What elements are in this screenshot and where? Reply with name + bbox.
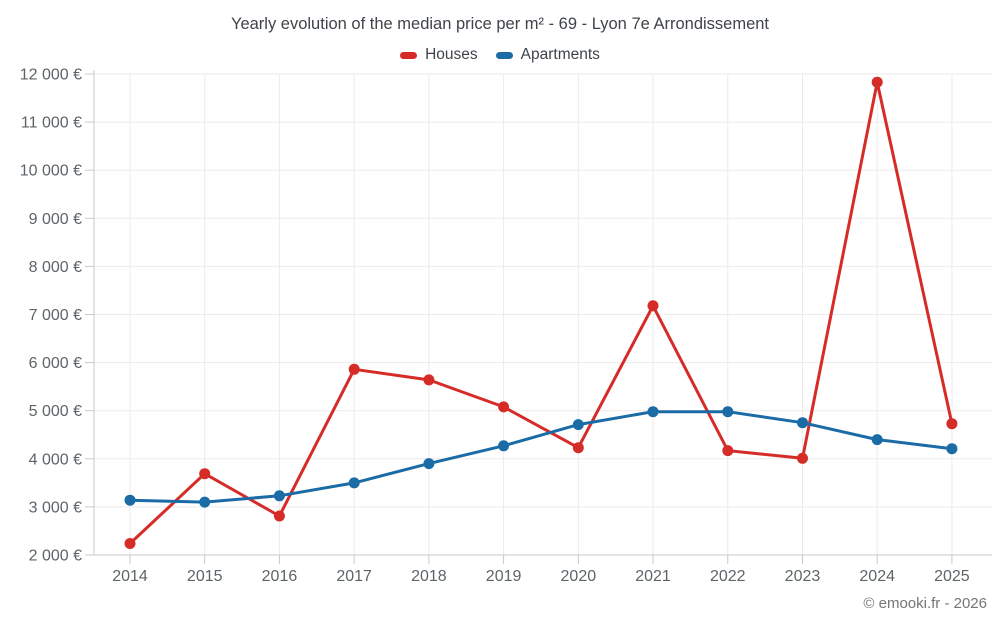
y-tick-label: 9 000 € xyxy=(29,211,82,228)
data-point-apartments-2025[interactable] xyxy=(946,443,958,455)
y-tick-label: 2 000 € xyxy=(29,548,82,565)
x-tick-label: 2021 xyxy=(635,568,671,585)
data-point-houses-2021[interactable] xyxy=(647,300,659,312)
x-tick-label: 2016 xyxy=(262,568,298,585)
x-tick-label: 2025 xyxy=(934,568,970,585)
x-tick-label: 2019 xyxy=(486,568,522,585)
data-point-apartments-2019[interactable] xyxy=(498,440,510,452)
data-point-apartments-2024[interactable] xyxy=(871,434,883,446)
data-point-apartments-2020[interactable] xyxy=(572,419,584,431)
data-point-houses-2018[interactable] xyxy=(423,374,435,386)
legend-label-houses: Houses xyxy=(425,46,478,63)
legend-item-apartments[interactable]: Apartments xyxy=(495,46,600,64)
chart-legend: Houses Apartments xyxy=(0,46,1000,64)
series-apartments xyxy=(124,406,958,508)
x-tick-label: 2018 xyxy=(411,568,447,585)
x-gridlines xyxy=(129,74,953,564)
houses-series-swatch-icon xyxy=(400,51,418,59)
y-tick-label: 12 000 € xyxy=(20,67,82,84)
chart-title: Yearly evolution of the median price per… xyxy=(230,15,770,33)
data-point-apartments-2018[interactable] xyxy=(423,458,435,470)
data-point-houses-2017[interactable] xyxy=(348,363,360,375)
x-tick-label: 2015 xyxy=(187,568,223,585)
y-tick-label: 5 000 € xyxy=(29,403,82,420)
apartments-series-swatch-icon xyxy=(495,51,513,59)
data-point-houses-2023[interactable] xyxy=(797,452,808,464)
series-line-apartments xyxy=(128,410,954,504)
y-tick-label: 7 000 € xyxy=(29,307,82,324)
y-tick-label: 3 000 € xyxy=(29,499,82,516)
x-tick-label: 2022 xyxy=(710,568,746,585)
y-tick-labels: 2 000 € 3 000 € 4 000 € 5 000 € 6 000 € 7 000… xyxy=(20,67,94,565)
data-point-apartments-2015[interactable] xyxy=(199,496,211,508)
series-line-houses xyxy=(128,80,954,545)
data-point-houses-2020[interactable] xyxy=(572,442,584,454)
data-point-houses-2016[interactable] xyxy=(273,510,285,522)
data-point-apartments-2023[interactable] xyxy=(797,417,808,429)
y-tick-label: 8 000 € xyxy=(29,259,82,276)
data-point-apartments-2022[interactable] xyxy=(722,406,734,418)
x-tick-labels: 2014 2015 2016 2017 2018 2019 2020 2021 2022 2023… xyxy=(112,568,970,585)
y-tick-label: 6 000 € xyxy=(29,355,82,372)
y-gridlines xyxy=(94,73,992,508)
data-point-houses-2025[interactable] xyxy=(946,418,958,430)
x-tick-label: 2020 xyxy=(561,568,597,585)
data-point-houses-2014[interactable] xyxy=(124,538,136,549)
x-tick-label: 2023 xyxy=(785,568,821,585)
legend-label-apartments: Apartments xyxy=(520,46,600,63)
y-tick-label: 11 000 € xyxy=(21,115,82,132)
data-point-houses-2022[interactable] xyxy=(722,445,734,457)
x-tick-label: 2024 xyxy=(859,568,895,585)
y-tick-label: 4 000 € xyxy=(29,451,82,468)
data-point-apartments-2021[interactable] xyxy=(647,406,659,418)
data-point-apartments-2016[interactable] xyxy=(273,490,285,502)
data-point-apartments-2014[interactable] xyxy=(124,494,136,506)
data-point-apartments-2017[interactable] xyxy=(348,477,360,489)
series-houses xyxy=(124,76,958,549)
y-tick-label: 10 000 € xyxy=(20,163,82,180)
copyright-credit: © emooki.fr - 2026 xyxy=(863,595,987,612)
data-point-houses-2024[interactable] xyxy=(871,76,883,88)
x-tick-label: 2017 xyxy=(336,568,372,585)
legend-item-houses[interactable]: Houses xyxy=(400,46,478,64)
data-point-houses-2015[interactable] xyxy=(199,468,211,480)
axes xyxy=(93,70,992,556)
data-point-houses-2019[interactable] xyxy=(498,401,510,413)
x-tick-label: 2014 xyxy=(112,568,148,585)
